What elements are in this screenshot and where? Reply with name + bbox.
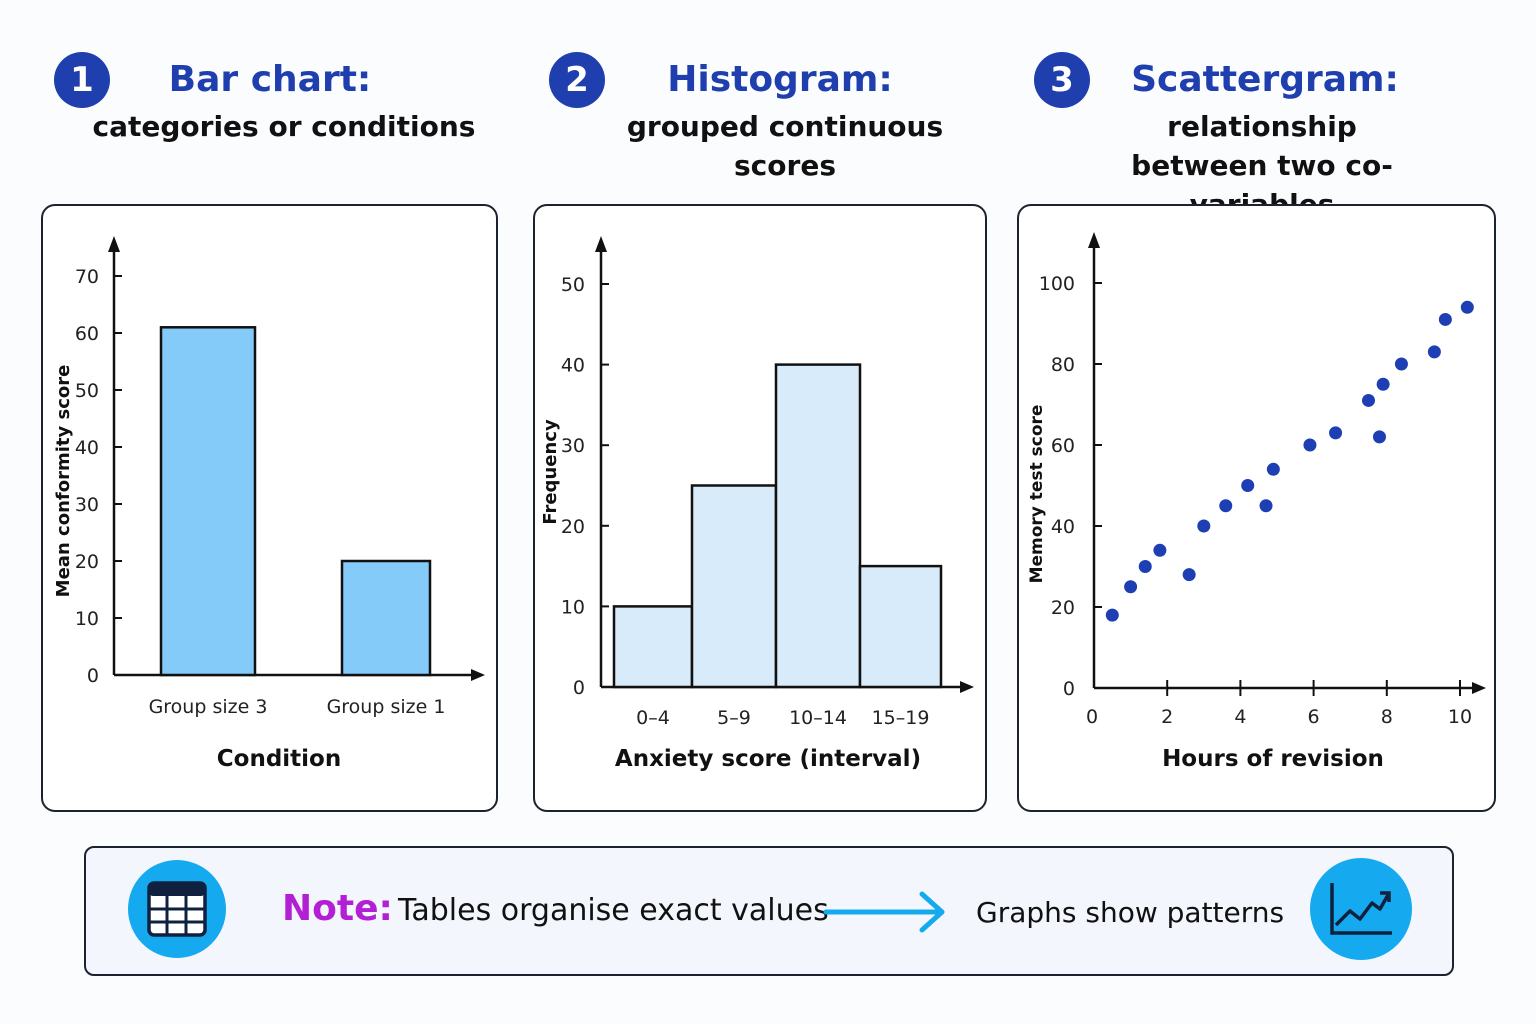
x-tick-label: 2 xyxy=(1161,706,1173,728)
note-label: Note: xyxy=(282,888,393,929)
y-axis-title: Frequency xyxy=(540,419,561,525)
y-tick-label: 10 xyxy=(561,596,585,618)
x-tick-label: 10 xyxy=(1448,706,1472,728)
x-axis-title: Hours of revision xyxy=(1162,746,1384,772)
x-axis-arrowhead xyxy=(960,681,974,693)
scatter-point xyxy=(1197,519,1211,533)
scatter-chart: 0 20 40 60 80 100 0 2 4 6 8 10 Hours of revision Memo… xyxy=(1027,232,1486,772)
scatter-point xyxy=(1124,580,1138,594)
y-tick-label: 70 xyxy=(75,266,99,288)
histogram-bar xyxy=(690,484,778,689)
y-axis-arrowhead xyxy=(1088,232,1100,248)
heading-title-2: Histogram: xyxy=(667,59,893,100)
heading-subtitle-2: grouped continuous scores xyxy=(626,110,944,182)
y-axis-arrowhead xyxy=(108,236,120,252)
y-axis-title: Memory test score xyxy=(1027,405,1047,584)
y-tick-label: 20 xyxy=(1051,597,1075,619)
bar-chart-panel: 0 10 20 30 40 50 60 70 Group size 3 Group size 1 C… xyxy=(41,204,498,812)
scatter-point xyxy=(1427,345,1441,359)
scattergram-panel: 0 20 40 60 80 100 0 2 4 6 8 10 Hours of revision Memo… xyxy=(1017,204,1496,812)
y-tick-label: 100 xyxy=(1039,273,1075,295)
x-tick-label: 8 xyxy=(1381,706,1393,728)
scatter-point xyxy=(1438,312,1452,326)
x-tick-label: 5–9 xyxy=(717,707,751,729)
y-tick-label: 20 xyxy=(75,551,99,573)
y-tick-label: 50 xyxy=(561,274,585,296)
y-tick-label: 50 xyxy=(75,380,99,402)
x-tick-label: 10–14 xyxy=(789,707,847,729)
histogram-panel: 0 10 20 30 40 50 0–4 5–9 10–14 15–19 Anxiety score… xyxy=(533,204,987,812)
y-tick-label: 60 xyxy=(1051,435,1075,457)
y-tick-label: 10 xyxy=(75,608,99,630)
scatter-point xyxy=(1241,479,1255,492)
scatter-point xyxy=(1303,438,1317,452)
y-tick-label: 0 xyxy=(87,665,99,687)
y-tick-label: 60 xyxy=(75,323,99,345)
scatter-point xyxy=(1372,430,1386,444)
scatter-point xyxy=(1138,560,1152,573)
x-axis-arrowhead xyxy=(1472,682,1486,694)
number-badge-3: 3 xyxy=(1034,52,1090,108)
x-tick-label: 0–4 xyxy=(636,707,670,729)
x-tick-label: 0 xyxy=(1086,706,1098,728)
number-badge-2: 2 xyxy=(549,52,605,108)
y-tick-label: 30 xyxy=(561,435,585,457)
scatter-point xyxy=(1219,499,1233,513)
scatter-point xyxy=(1329,426,1343,440)
bar xyxy=(159,326,257,677)
y-tick-label: 0 xyxy=(1063,678,1075,700)
number-badge-1: 1 xyxy=(54,52,110,108)
heading-title-1: Bar chart: xyxy=(168,59,372,100)
scatter-point xyxy=(1460,300,1474,314)
x-axis-arrowhead xyxy=(471,669,485,681)
y-tick-label: 40 xyxy=(75,437,99,459)
x-tick-label: 6 xyxy=(1308,706,1320,728)
histogram-bar xyxy=(858,564,943,689)
scatter-point xyxy=(1182,568,1196,582)
bar-chart: 0 10 20 30 40 50 60 70 Group size 3 Group size 1 C… xyxy=(53,236,485,772)
y-tick-label: 0 xyxy=(573,677,585,699)
histogram-bar xyxy=(612,605,694,689)
x-tick-label: 15–19 xyxy=(872,707,930,729)
note-graphs-text: Graphs show patterns xyxy=(976,896,1285,929)
y-tick-label: 20 xyxy=(561,516,585,538)
y-tick-label: 40 xyxy=(561,355,585,377)
y-axis-title: Mean conformity score xyxy=(53,365,74,598)
line-graph-icon xyxy=(1310,858,1412,960)
scatter-point xyxy=(1259,499,1273,513)
x-tick-label: 4 xyxy=(1234,706,1246,728)
x-tick-label: Group size 1 xyxy=(327,696,446,718)
heading-subtitle-1: categories or conditions xyxy=(92,110,476,143)
bar xyxy=(340,559,432,677)
histogram-bar xyxy=(774,363,862,689)
x-axis-title: Anxiety score (interval) xyxy=(615,746,921,772)
histogram-chart: 0 10 20 30 40 50 0–4 5–9 10–14 15–19 Anxiety score… xyxy=(540,236,974,772)
right-arrow-icon xyxy=(823,891,945,933)
y-tick-label: 40 xyxy=(1051,516,1075,538)
scatter-point xyxy=(1105,608,1119,622)
scatter-point xyxy=(1394,357,1408,371)
x-tick-label: Group size 3 xyxy=(149,696,268,718)
y-axis-arrowhead xyxy=(595,236,607,252)
y-tick-label: 80 xyxy=(1051,354,1075,376)
scatter-point xyxy=(1153,543,1167,557)
x-axis-title: Condition xyxy=(217,746,341,772)
note-box: Note: Tables organise exact values Graph… xyxy=(84,846,1454,976)
scatter-point xyxy=(1376,377,1390,391)
scatter-point xyxy=(1266,462,1280,476)
heading-title-3: Scattergram: xyxy=(1131,59,1399,100)
y-tick-label: 30 xyxy=(75,494,99,516)
table-icon xyxy=(128,860,226,958)
scatter-point xyxy=(1362,393,1375,407)
note-tables-text: Tables organise exact values xyxy=(398,893,829,928)
